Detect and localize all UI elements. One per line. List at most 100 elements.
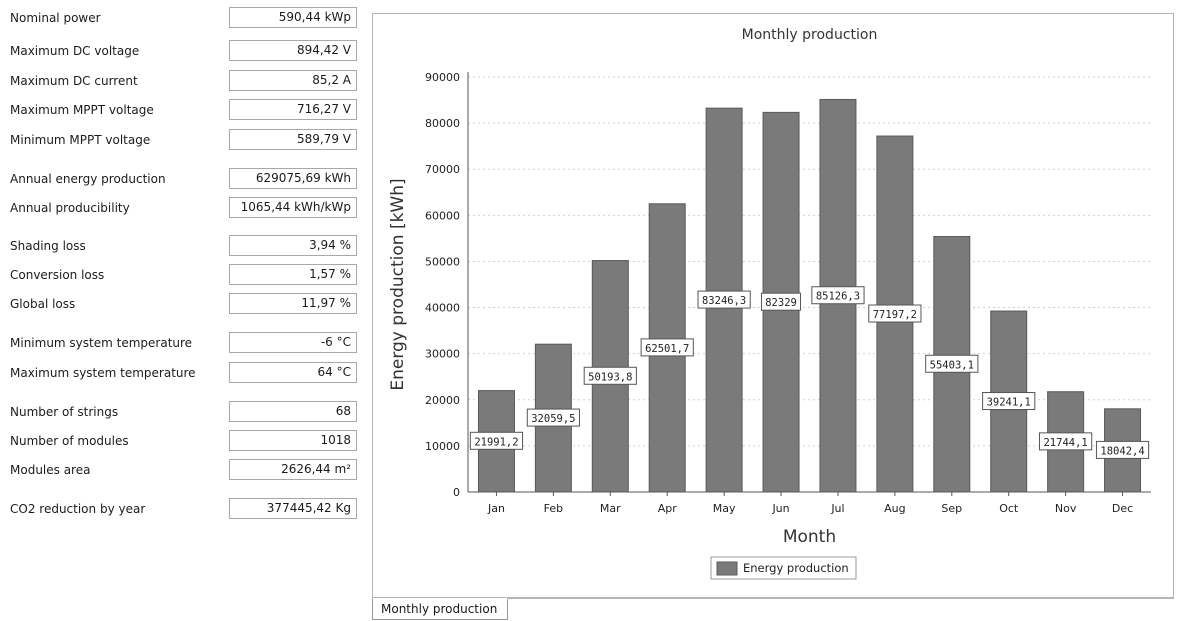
parameter-value-field[interactable]: 64 °C bbox=[229, 362, 357, 383]
data-label-box bbox=[925, 354, 979, 373]
data-label: 82329 bbox=[765, 297, 797, 309]
y-tick-label: 0 bbox=[453, 486, 460, 499]
parameter-label: Number of strings bbox=[10, 405, 119, 419]
parameter-row: Nominal power 590,44 kWp bbox=[0, 7, 370, 31]
parameter-value-field[interactable]: 2626,44 m² bbox=[229, 459, 357, 480]
parameter-value-field[interactable]: 716,27 V bbox=[229, 99, 357, 120]
parameter-value-field[interactable]: 589,79 V bbox=[229, 129, 357, 150]
data-label-box bbox=[761, 292, 802, 311]
legend-box bbox=[710, 556, 857, 580]
x-tick-label: Dec bbox=[1112, 502, 1133, 515]
parameter-value-field[interactable]: 1,57 % bbox=[229, 264, 357, 285]
parameter-value-field[interactable]: -6 °C bbox=[229, 332, 357, 353]
parameter-label: Conversion loss bbox=[10, 268, 105, 282]
x-tick-label: Apr bbox=[658, 502, 678, 515]
parameter-value-field[interactable]: 11,97 % bbox=[229, 293, 357, 314]
parameter-label: Minimum MPPT voltage bbox=[10, 133, 151, 147]
x-tick-label: Oct bbox=[999, 502, 1019, 515]
monthly-production-chart: Monthly production 0 10000 20000 30000 40000 5… bbox=[388, 27, 1151, 580]
data-label-box bbox=[469, 431, 524, 450]
x-tick-label: Jan bbox=[487, 502, 505, 515]
parameter-row: Maximum DC current 85,2 A bbox=[0, 70, 370, 94]
data-label: 85126,3 bbox=[816, 291, 860, 303]
tab-monthly-production[interactable]: Monthly production bbox=[372, 598, 508, 620]
data-label: 21744,1 bbox=[1043, 437, 1087, 449]
parameter-value-field[interactable]: 590,44 kWp bbox=[229, 7, 357, 28]
data-label: 21991,2 bbox=[474, 436, 518, 448]
y-axis-label: Energy production [kWh] bbox=[388, 178, 408, 390]
data-label-box bbox=[526, 408, 580, 427]
parameter-label: Annual energy production bbox=[10, 172, 166, 186]
x-tick-label: Feb bbox=[544, 502, 563, 515]
parameter-value-field[interactable]: 377445,42 Kg bbox=[229, 498, 357, 519]
data-label: 32059,5 bbox=[531, 413, 575, 425]
y-tick-label: 40000 bbox=[425, 302, 460, 315]
parameter-row: Modules area 2626,44 m² bbox=[0, 459, 370, 483]
parameter-label: Shading loss bbox=[10, 239, 86, 253]
parameter-value-field[interactable]: 1018 bbox=[229, 430, 357, 451]
x-tick-label: Jun bbox=[771, 502, 789, 515]
parameter-row: Minimum MPPT voltage 589,79 V bbox=[0, 129, 370, 153]
parameter-row: Shading loss 3,94 % bbox=[0, 235, 370, 259]
data-label-box bbox=[697, 290, 751, 309]
data-label: 55403,1 bbox=[930, 359, 974, 371]
data-label-box bbox=[583, 366, 637, 385]
data-label-box bbox=[868, 304, 922, 323]
x-tick-label: Sep bbox=[941, 502, 962, 515]
data-label: 18042,4 bbox=[1100, 445, 1144, 457]
x-tick-label: Mar bbox=[600, 502, 621, 515]
parameter-label: Modules area bbox=[10, 463, 91, 477]
parameter-row: Annual producibility 1065,44 kWh/kWp bbox=[0, 197, 370, 221]
parameter-label: Global loss bbox=[10, 297, 76, 311]
data-label-box bbox=[1039, 432, 1093, 451]
parameter-value-field[interactable]: 894,42 V bbox=[229, 40, 357, 61]
legend-label: Energy production bbox=[743, 561, 849, 575]
x-axis-label: Month bbox=[783, 527, 836, 547]
data-label: 83246,3 bbox=[702, 295, 746, 307]
parameter-row: Maximum MPPT voltage 716,27 V bbox=[0, 99, 370, 123]
parameter-row: Number of strings 68 bbox=[0, 401, 370, 425]
y-tick-label: 90000 bbox=[425, 71, 460, 84]
parameter-row: CO2 reduction by year 377445,42 Kg bbox=[0, 498, 370, 522]
data-label-box bbox=[1095, 440, 1150, 459]
parameter-row: Global loss 11,97 % bbox=[0, 293, 370, 317]
parameter-value-field[interactable]: 85,2 A bbox=[229, 70, 357, 91]
parameter-row: Annual energy production 629075,69 kWh bbox=[0, 168, 370, 192]
x-tick-label: Nov bbox=[1055, 502, 1077, 515]
parameter-label: Nominal power bbox=[10, 11, 101, 25]
x-tick-label: Jul bbox=[830, 502, 844, 515]
parameter-label: Maximum system temperature bbox=[10, 366, 196, 380]
y-tick-label: 10000 bbox=[425, 440, 460, 453]
y-tick-label: 80000 bbox=[425, 117, 460, 130]
data-label: 62501,7 bbox=[645, 343, 689, 355]
parameter-value-field[interactable]: 3,94 % bbox=[229, 235, 357, 256]
y-tick-label: 20000 bbox=[425, 394, 460, 407]
parameter-label: Number of modules bbox=[10, 434, 129, 448]
parameter-value-field[interactable]: 68 bbox=[229, 401, 357, 422]
x-tick-label: Aug bbox=[884, 502, 905, 515]
parameter-row: Number of modules 1018 bbox=[0, 430, 370, 454]
parameter-value-field[interactable]: 1065,44 kWh/kWp bbox=[229, 197, 357, 218]
chart-panel: Monthly production 0 10000 20000 30000 40000 5… bbox=[372, 13, 1174, 598]
y-tick-label: 50000 bbox=[425, 255, 460, 268]
y-tick-label: 70000 bbox=[425, 163, 460, 176]
parameter-label: Maximum DC current bbox=[10, 74, 138, 88]
chart-title: Monthly production bbox=[742, 27, 878, 43]
tab-bar: Monthly production bbox=[372, 598, 1174, 621]
data-label-box bbox=[982, 392, 1036, 411]
data-label-box bbox=[811, 286, 865, 305]
data-label: 39241,1 bbox=[987, 397, 1031, 409]
legend-swatch bbox=[716, 561, 738, 576]
parameter-label: Annual producibility bbox=[10, 201, 130, 215]
parameter-label: Maximum MPPT voltage bbox=[10, 103, 154, 117]
parameters-panel: Nominal power 590,44 kWp Maximum DC voltag… bbox=[0, 0, 370, 620]
parameter-row: Maximum system temperature 64 °C bbox=[0, 362, 370, 386]
data-label-box bbox=[640, 338, 694, 357]
parameter-row: Maximum DC voltage 894,42 V bbox=[0, 40, 370, 64]
data-label: 77197,2 bbox=[873, 309, 917, 321]
parameter-label: Maximum DC voltage bbox=[10, 44, 140, 58]
parameter-value-field[interactable]: 629075,69 kWh bbox=[229, 168, 357, 189]
parameter-label: CO2 reduction by year bbox=[10, 502, 146, 516]
x-tick-label: May bbox=[713, 502, 736, 515]
data-label: 50193,8 bbox=[588, 371, 632, 383]
